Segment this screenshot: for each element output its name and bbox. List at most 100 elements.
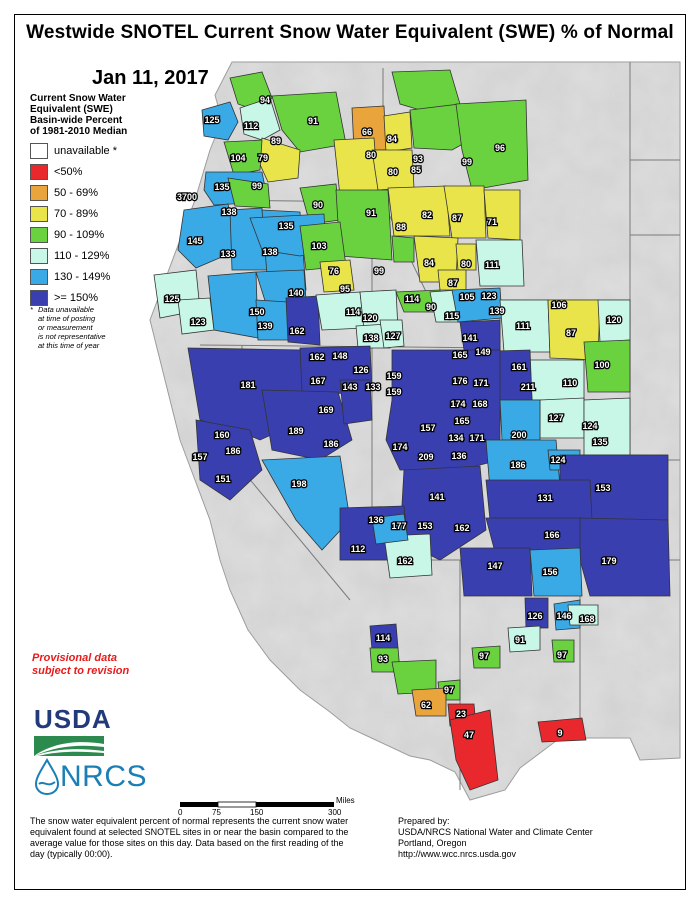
provisional-line: subject to revision [32,665,130,677]
map-date: Jan 11, 2017 [92,67,209,89]
basin-value-label: 104 [230,153,245,163]
basin-value-label: 174 [392,442,407,452]
basin-value-label: 138 [363,333,378,343]
basin-mt-missouri-east [455,99,529,191]
basin-value-label: 125 [204,115,219,125]
basin-value-label: 168 [579,614,594,624]
usda-logo: USDA [34,704,112,756]
legend-swatch [30,143,48,159]
basin-co-arkansas [579,517,671,597]
basin-ca-walker [339,379,373,425]
basin-mt-upper-missouri [387,185,451,237]
legend-label: 90 - 109% [54,229,105,241]
basin-value-label: 179 [601,556,616,566]
basin-value-label: 80 [366,150,376,160]
legend-label: <50% [54,166,83,178]
basin-value-label: 157 [192,452,207,462]
footnote: The snow water equivalent percent of nor… [30,816,349,859]
basin-value-label: 93 [378,654,388,664]
basin-value-label: 131 [537,493,552,503]
basin-nm-sanfrancisco [551,639,575,663]
basin-value-label: 66 [362,127,372,137]
basins [153,69,671,791]
basin-value-label: 94 [260,95,270,105]
basin-value-label: 91 [308,116,318,126]
legend-swatch [30,269,48,285]
basin-value-label: 112 [351,544,366,554]
basin-value-label: 84 [424,258,434,268]
basin-mt-powder [475,239,525,287]
basin-wa-central-columbia [223,139,263,176]
basin-ca-humboldt [261,389,353,461]
basin-value-label: 186 [225,446,240,456]
basin-value-label: 150 [249,307,264,317]
basin-value-label: 91 [515,635,525,645]
basin-value-label: 97 [479,651,489,661]
basin-value-label: 135 [592,437,607,447]
basin-value-label: 186 [323,439,338,449]
map-frame [14,14,686,890]
basin-mt-flathead [383,111,413,153]
basin-value-label: 123 [481,291,496,301]
basin-mt-upper-yellowstone [455,243,477,271]
basin-value-label: 146 [556,611,571,621]
scale-tick-label: 0 [178,808,183,817]
basin-wy-powder [583,339,631,393]
basin-value-label: 136 [368,515,383,525]
basin-nm-pecos [567,604,599,626]
basin-or-owyhee [285,295,321,346]
basin-value-label: 211 [521,382,536,392]
basin-value-label: 9 [557,728,562,738]
basin-nm-upper-rio [507,625,541,653]
basin-nm-sacramento [449,709,499,791]
legend-note-line: at this time of year [38,341,100,350]
basin-value-label: 114 [346,307,361,317]
basin-value-label: 127 [385,331,400,341]
prepared-by: Prepared by: USDA/NRCS National Water an… [398,816,678,860]
basin-value-label: 167 [310,376,325,386]
nrcs-logo: NRCS [34,758,154,798]
basin-mt-upper-clark-fork [333,137,379,197]
legend-title-line: Equivalent (SWE) [30,104,113,115]
legend-title-line: Current Snow Water [30,93,126,104]
basin-value-label: 125 [164,294,179,304]
basin-value-label: 82 [422,210,432,220]
basin-value-label: 156 [542,567,557,577]
basin-value-label: 189 [288,426,303,436]
prepared-by-line: Prepared by: [398,816,450,826]
basin-ut-beaver [383,533,433,579]
basin-value-label: 186 [510,460,525,470]
basin-value-label: 99 [252,181,262,191]
basin-value-label: 174 [450,399,465,409]
usda-logo-text: USDA [34,704,112,734]
basin-value-label: 127 [548,413,563,423]
basin-value-label: 114 [376,633,391,643]
basin-value-label: 162 [289,326,304,336]
basin-value-label: 148 [332,351,347,361]
legend-note-star: * [30,305,33,314]
basin-value-label: 87 [452,213,462,223]
legend-label: 50 - 69% [54,187,99,199]
basin-or-klamath [177,297,215,335]
map-title: Westwide SNOTEL Current Snow Water Equiv… [26,22,674,43]
scale-tick-label: 75 [212,808,221,817]
basin-value-label: 149 [475,347,490,357]
basin-value-label: 87 [566,328,576,338]
basin-value-label: 171 [473,378,488,388]
prepared-by-url: http://www.wcc.nrcs.usda.gov [398,849,517,859]
basin-ca-sierra-north [195,419,263,501]
basin-value-label: 115 [445,311,460,321]
basin-value-label: 90 [426,302,436,312]
basin-value-label: 93 [413,154,423,164]
basin-value-label: 143 [342,382,357,392]
basin-value-label: 165 [452,350,467,360]
basin-value-label: 153 [417,521,432,531]
basin-value-label: 139 [257,321,272,331]
basin-value-label: 135 [214,182,229,192]
basin-ca-sierra-south [261,455,351,551]
legend-title: Current Snow Water Equivalent (SWE) Basi… [30,93,170,137]
basin-co-san-juan [459,547,533,597]
scale-bar [180,801,334,808]
basin-value-label: 176 [452,376,467,386]
